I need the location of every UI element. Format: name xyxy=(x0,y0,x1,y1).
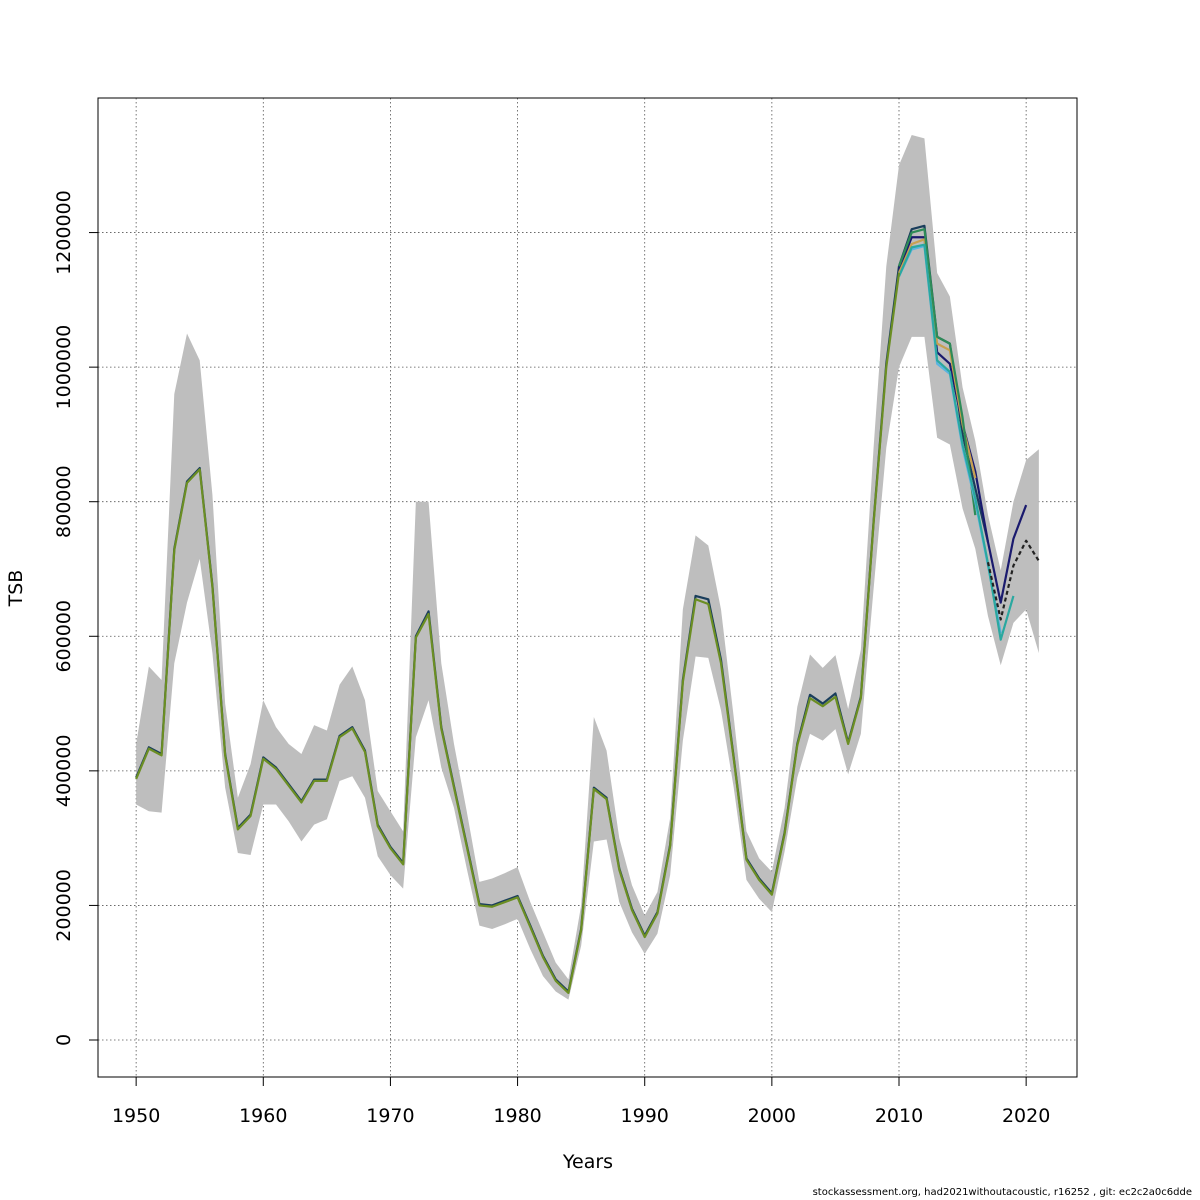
x-tick-label: 1980 xyxy=(493,1105,541,1127)
series-line-8 xyxy=(135,272,901,994)
series-lines xyxy=(135,224,1040,994)
y-axis: 0 200000 400000 600000 800000 1000000 1200000 xyxy=(53,190,99,1046)
confidence-band xyxy=(136,135,1039,1000)
y-tick-label: 200000 xyxy=(53,869,75,942)
y-tick-label: 1200000 xyxy=(53,190,75,275)
x-axis: 1950 1960 1970 1980 1990 2000 2010 2020 xyxy=(112,1076,1050,1127)
series-line-1 xyxy=(135,224,990,993)
x-tick-label: 1970 xyxy=(366,1105,414,1127)
x-axis-label: Years xyxy=(562,1151,613,1173)
series-line-7 xyxy=(986,539,1040,621)
x-tick-label: 1960 xyxy=(239,1105,287,1127)
y-tick-label: 0 xyxy=(53,1034,75,1046)
series-line-4 xyxy=(897,228,977,516)
y-tick-label: 800000 xyxy=(53,465,75,538)
x-tick-label: 2000 xyxy=(748,1105,796,1127)
series-line-6 xyxy=(897,243,1015,641)
y-tick-label: 600000 xyxy=(53,600,75,673)
confidence-band-area xyxy=(136,135,1039,1000)
footer-credit: stockassessment.org, had2021withoutacous… xyxy=(812,1187,1192,1198)
x-tick-label: 1990 xyxy=(621,1105,669,1127)
y-tick-label: 1000000 xyxy=(53,325,75,410)
y-axis-label: TSB xyxy=(5,570,27,608)
x-tick-label: 2020 xyxy=(1002,1105,1050,1127)
x-tick-label: 1950 xyxy=(112,1105,160,1127)
y-tick-label: 400000 xyxy=(53,735,75,808)
x-tick-label: 2010 xyxy=(875,1105,923,1127)
